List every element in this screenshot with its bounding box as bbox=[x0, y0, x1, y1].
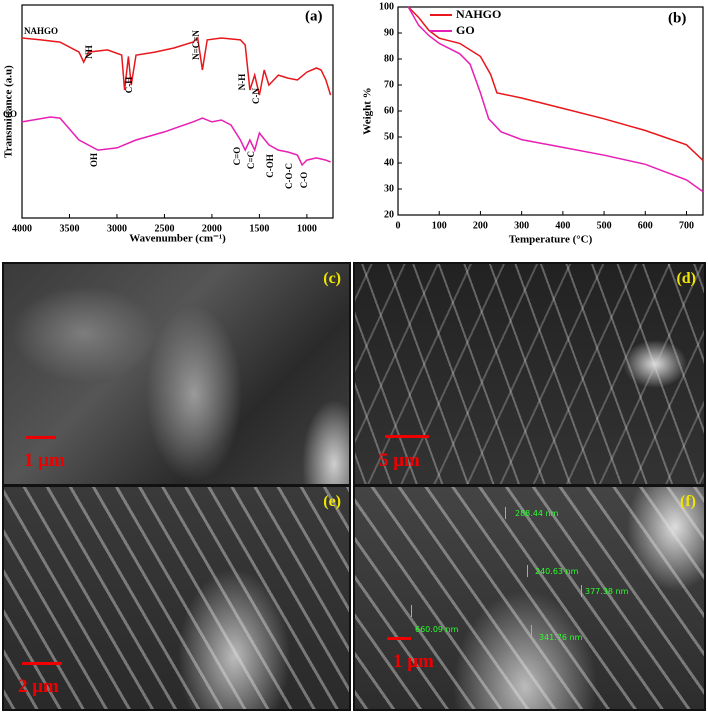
x-tick-label: 2500 bbox=[154, 223, 174, 234]
scale-bar bbox=[26, 436, 56, 439]
panel-label: (d) bbox=[676, 270, 696, 287]
annotation: C=O bbox=[232, 147, 242, 166]
annotation: N=C=N bbox=[191, 30, 201, 60]
annotation: C=C bbox=[246, 151, 256, 169]
measurement: 240.63 nm bbox=[535, 567, 579, 576]
y-tick-label: 60 bbox=[384, 105, 394, 116]
measurement: 660.09 nm bbox=[415, 625, 459, 634]
annotation: C-H bbox=[124, 77, 134, 94]
y-tick-label: 80 bbox=[384, 53, 394, 64]
x-tick-label: 0 bbox=[396, 220, 401, 231]
y-tick-label: 70 bbox=[384, 79, 394, 90]
plot-frame bbox=[397, 6, 704, 216]
scale-label: 1 μm bbox=[24, 450, 65, 471]
x-tick-label: 300 bbox=[514, 220, 529, 231]
scale-label: 1 μm bbox=[393, 651, 434, 672]
y-tick-label: 20 bbox=[384, 209, 394, 220]
scale-bar bbox=[387, 637, 411, 640]
panel-label: (e) bbox=[323, 493, 341, 510]
sem-image: (d) 5 μm bbox=[353, 262, 706, 486]
measurement: 288.44 nm bbox=[515, 509, 559, 518]
annotation: N-H bbox=[237, 74, 247, 91]
measurement: 341.76 nm bbox=[539, 633, 583, 642]
sem-image: (f) 1 μm 288.44 nm 240.63 nm 377.38 nm 6… bbox=[353, 485, 706, 711]
measure-marker bbox=[505, 507, 506, 519]
y-axis-label: Transmittance (a.u) bbox=[3, 65, 15, 158]
plot-frame bbox=[21, 4, 334, 219]
series-line bbox=[21, 116, 331, 167]
x-tick-label: 400 bbox=[555, 220, 570, 231]
x-axis-label: Wavenumber (cm⁻¹) bbox=[129, 233, 226, 245]
scale-bar bbox=[22, 662, 62, 665]
x-tick-label: 500 bbox=[597, 220, 612, 231]
measurement: 377.38 nm bbox=[585, 587, 629, 596]
panel-label: (a) bbox=[305, 8, 323, 24]
annotation: C-N bbox=[251, 88, 261, 104]
sem-image: (c) 1 μm bbox=[2, 262, 351, 486]
x-tick-label: 4000 bbox=[12, 223, 32, 234]
series-line bbox=[407, 6, 704, 161]
measure-marker bbox=[411, 605, 412, 617]
panel-label: (b) bbox=[668, 10, 686, 26]
panel-label: (f) bbox=[680, 493, 696, 510]
annotation: C-O-C bbox=[284, 163, 294, 189]
y-tick-label: 40 bbox=[384, 157, 394, 168]
annotation: OH bbox=[89, 153, 99, 167]
x-tick-label: 700 bbox=[679, 220, 694, 231]
measure-marker bbox=[527, 565, 528, 577]
scale-label: 5 μm bbox=[379, 450, 420, 471]
x-tick-label: 200 bbox=[473, 220, 488, 231]
series-line bbox=[407, 6, 704, 193]
legend-label: GO bbox=[456, 23, 475, 37]
series-label: NAHGO bbox=[24, 26, 58, 36]
sem-image: (e) 2 μm bbox=[2, 485, 351, 711]
measure-marker bbox=[531, 625, 532, 637]
y-axis-label: Weight % bbox=[362, 87, 374, 134]
x-tick-label: 600 bbox=[638, 220, 653, 231]
y-tick-label: 50 bbox=[384, 131, 394, 142]
x-tick-label: 3500 bbox=[59, 223, 79, 234]
measure-marker bbox=[581, 585, 582, 597]
annotation: C-O bbox=[299, 172, 309, 189]
series-line bbox=[21, 36, 332, 96]
x-tick-label: 1000 bbox=[297, 223, 317, 234]
y-tick-label: 30 bbox=[384, 183, 394, 194]
legend-label: NAHGO bbox=[456, 7, 501, 21]
x-tick-label: 1500 bbox=[249, 223, 269, 234]
y-tick-label: 100 bbox=[379, 1, 394, 12]
annotation: C-OH bbox=[265, 154, 275, 178]
annotation: NH bbox=[84, 45, 94, 59]
x-tick-label: 2000 bbox=[202, 223, 222, 234]
y-tick-label: 90 bbox=[384, 27, 394, 38]
scale-bar bbox=[385, 435, 429, 438]
scale-label: 2 μm bbox=[18, 676, 59, 697]
series-label: GO bbox=[3, 109, 17, 119]
panel-label: (c) bbox=[323, 270, 341, 287]
x-tick-label: 100 bbox=[432, 220, 447, 231]
x-tick-label: 3000 bbox=[107, 223, 127, 234]
x-axis-label: Temperature (°C) bbox=[509, 234, 593, 246]
